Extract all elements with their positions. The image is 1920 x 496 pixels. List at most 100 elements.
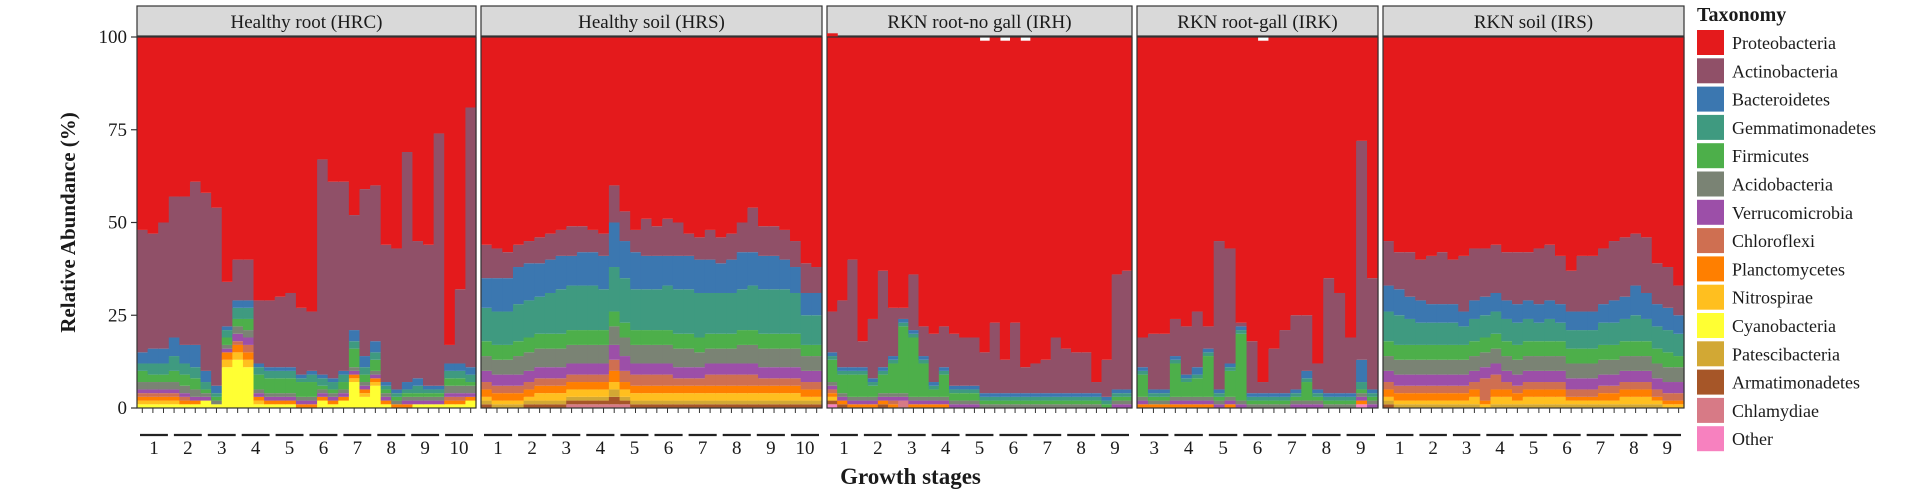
bar-segment-planctomycetes xyxy=(630,385,642,394)
bar-segment-acidobacteria xyxy=(253,389,265,394)
bar-segment-proteobacteria xyxy=(1071,37,1082,353)
bar-segment-verrucomicrobia xyxy=(444,393,456,397)
bar-segment-acidobacteria xyxy=(1224,396,1237,401)
bar-segment-bacteroidetes xyxy=(306,370,318,375)
bar-segment-nitrospirae xyxy=(137,400,149,405)
bar-segment-actinobacteria xyxy=(651,226,663,256)
bar-segment-nitrospirae xyxy=(1501,396,1513,405)
bar-segment-acidobacteria xyxy=(1137,396,1149,401)
bar-segment-firmicutes xyxy=(1060,400,1072,405)
legend-label: Armatimonadetes xyxy=(1732,373,1860,393)
bar-segment-bacteroidetes xyxy=(1555,304,1567,323)
bar-segment-cyanobacteria xyxy=(423,404,435,408)
bar-segment-proteobacteria xyxy=(1081,37,1092,353)
bar-segment-gemmatimonadetes xyxy=(147,363,159,375)
bar-segment-chloroflexi xyxy=(1415,385,1427,394)
bar-segment-gemmatimonadetes xyxy=(1662,330,1674,353)
bar-segment-gemmatimonadetes xyxy=(1040,396,1052,401)
bar-segment-gemmatimonadetes xyxy=(380,385,392,390)
bar-segment-proteobacteria xyxy=(1662,37,1674,268)
bar-segment-verrucomicrobia xyxy=(253,393,265,397)
bar-segment-acidobacteria xyxy=(1091,404,1103,408)
bar-segment-acidobacteria xyxy=(726,348,738,364)
bar-segment-verrucomicrobia xyxy=(837,396,848,401)
bar-segment-planctomycetes xyxy=(147,396,159,401)
bar-segment-nitrospirae xyxy=(158,400,170,405)
bar-segment-gemmatimonadetes xyxy=(317,378,329,386)
bar-segment-actinobacteria xyxy=(317,159,329,375)
bar-segment-actinobacteria xyxy=(1522,252,1535,301)
bar-segment-gemmatimonadetes xyxy=(1191,374,1204,379)
bar-segment-verrucomicrobia xyxy=(481,370,493,383)
bar-segment-proteobacteria xyxy=(587,37,599,230)
bar-segment-bacteroidetes xyxy=(327,378,339,383)
bar-segment-bacteroidetes xyxy=(433,385,445,390)
bar-segment-nitrospirae xyxy=(1490,396,1502,405)
bar-segment-bacteroidetes xyxy=(694,259,706,293)
bar-segment-gemmatimonadetes xyxy=(999,396,1011,401)
bar-segment-acidobacteria xyxy=(523,352,535,371)
bar-segment-proteobacteria xyxy=(242,37,255,260)
bar-segment-bacteroidetes xyxy=(200,370,212,383)
legend-label: Acidobacteria xyxy=(1732,175,1833,195)
bar-segment-nitrospirae xyxy=(827,396,838,401)
bar-segment-bacteroidetes xyxy=(1619,296,1631,319)
bar-segment-actinobacteria xyxy=(1490,244,1502,293)
bar-segment-firmicutes xyxy=(491,344,503,360)
bar-segment-acidobacteria xyxy=(1312,400,1324,405)
bar-segment-firmicutes xyxy=(242,318,255,331)
bar-segment-actinobacteria xyxy=(1279,330,1291,394)
bar-segment-cyanobacteria xyxy=(232,359,244,408)
bar-segment-acidobacteria xyxy=(1641,356,1653,371)
bar-segment-actinobacteria xyxy=(1224,248,1237,364)
bar-segment-acidobacteria xyxy=(1490,348,1502,364)
bar-segment-nitrospirae xyxy=(1436,400,1449,405)
bar-segment-proteobacteria xyxy=(969,37,981,338)
bar-segment-bacteroidetes xyxy=(1111,389,1123,394)
bar-segment-bacteroidetes xyxy=(1180,374,1193,379)
bar-segment-planctomycetes xyxy=(1651,396,1664,401)
bar-segment-planctomycetes xyxy=(662,385,674,394)
bar-segment-actinobacteria xyxy=(576,226,589,253)
bar-segment-firmicutes xyxy=(928,389,940,397)
bar-segment-acidobacteria xyxy=(747,344,759,364)
bar-segment-actinobacteria xyxy=(1630,233,1642,286)
bar-segment-planctomycetes xyxy=(779,385,791,394)
bar-segment-bacteroidetes xyxy=(715,263,727,293)
bar-segment-actinobacteria xyxy=(168,196,180,338)
bar-segment-gemmatimonadetes xyxy=(1345,396,1357,401)
bar-segment-planctomycetes xyxy=(608,370,621,383)
bar-segment-patescibacteria xyxy=(726,400,738,405)
bar-segment-gemmatimonadetes xyxy=(918,359,930,364)
bar-segment-verrucomicrobia xyxy=(630,363,642,375)
bar-segment-proteobacteria xyxy=(1279,37,1291,331)
bar-segment-gemmatimonadetes xyxy=(640,289,653,331)
bar-segment-proteobacteria xyxy=(168,37,180,197)
bar-segment-firmicutes xyxy=(391,396,403,401)
bar-segment-patescibacteria xyxy=(1501,404,1513,408)
bar-segment-actinobacteria xyxy=(401,152,414,383)
bar-segment-firmicutes xyxy=(1345,400,1357,405)
bar-segment-chlamydiae xyxy=(619,404,631,408)
bar-segment-patescibacteria xyxy=(534,400,546,405)
bar-segment-firmicutes xyxy=(1565,348,1578,364)
bar-segment-actinobacteria xyxy=(790,241,802,268)
bar-segment-gemmatimonadetes xyxy=(938,370,950,375)
bar-segment-actinobacteria xyxy=(1393,252,1406,290)
bar-segment-verrucomicrobia xyxy=(401,400,414,405)
bar-segment-patescibacteria xyxy=(587,396,599,401)
bar-segment-bacteroidetes xyxy=(274,367,286,371)
bar-segment-verrucomicrobia xyxy=(1180,400,1193,405)
bar-segment-acidobacteria xyxy=(779,348,791,368)
bar-segment-chloroflexi xyxy=(811,382,823,390)
bar-segment-verrucomicrobia xyxy=(1436,374,1449,386)
facet-title: Healthy soil (HRS) xyxy=(578,12,725,33)
bar-segment-bacteroidetes xyxy=(847,367,859,371)
bar-segment-bacteroidetes xyxy=(412,378,424,386)
bar-segment-proteobacteria xyxy=(888,37,899,308)
bar-segment-actinobacteria xyxy=(1587,255,1599,312)
bar-segment-gemmatimonadetes xyxy=(221,330,233,338)
bar-segment-acidobacteria xyxy=(640,344,653,364)
bar-segment-bacteroidetes xyxy=(232,300,244,308)
bar-segment-gemmatimonadetes xyxy=(391,393,403,397)
